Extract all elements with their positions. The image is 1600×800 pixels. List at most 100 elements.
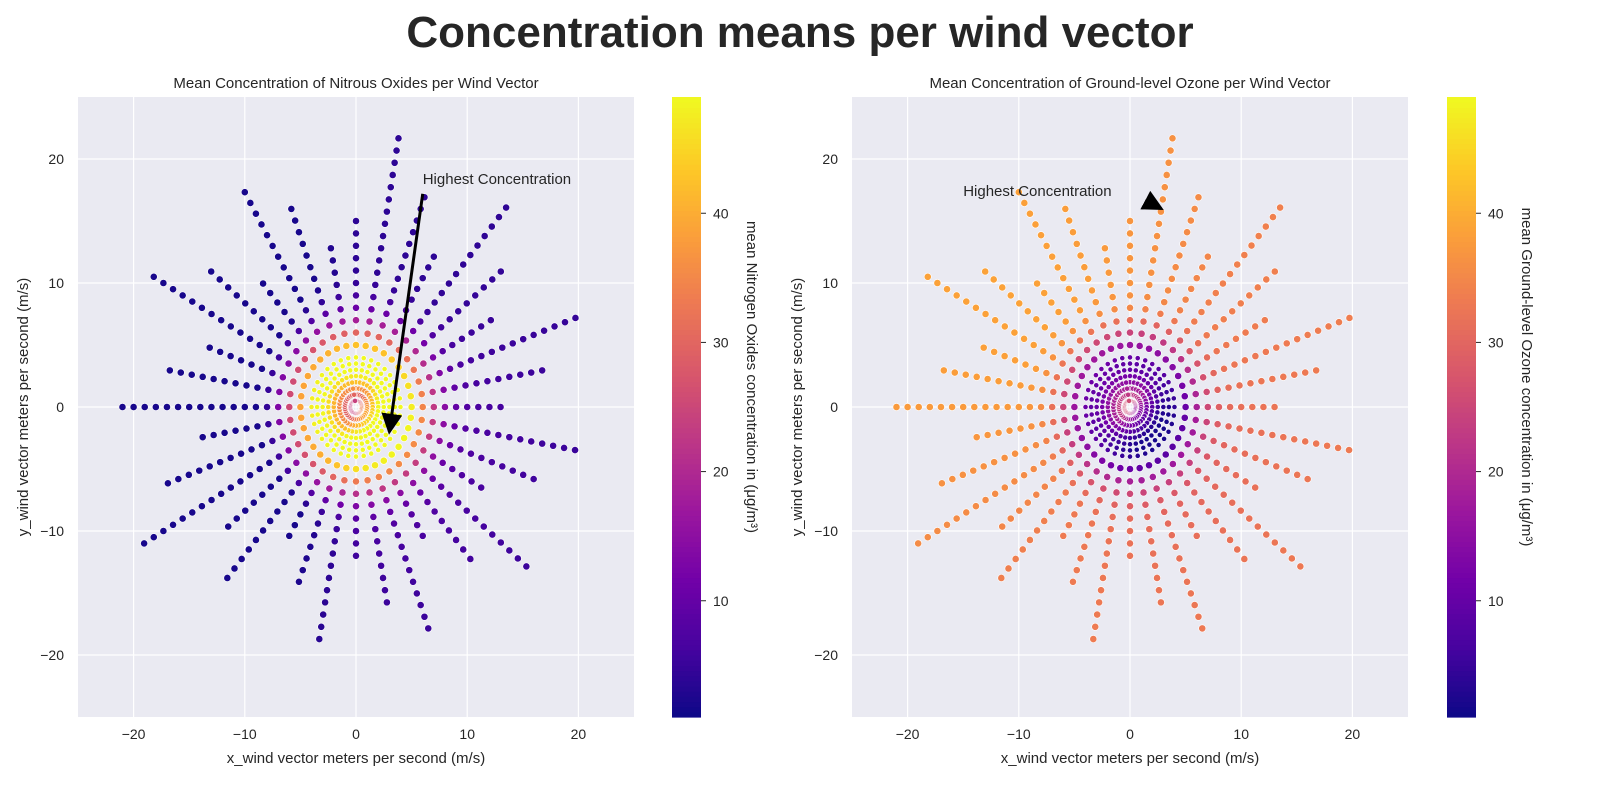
data-point xyxy=(1109,427,1116,434)
data-point xyxy=(294,479,303,487)
colorbar-segment xyxy=(1447,283,1476,289)
data-point xyxy=(1127,373,1133,379)
colorbar-segment xyxy=(1447,236,1476,243)
data-point xyxy=(311,421,318,427)
data-point xyxy=(1148,432,1155,439)
data-point xyxy=(1020,471,1028,480)
data-point xyxy=(321,416,328,423)
colorbar-segment xyxy=(672,128,701,134)
data-point xyxy=(321,309,330,318)
colorbar-segment xyxy=(1447,618,1476,625)
data-point xyxy=(1082,404,1089,410)
data-point xyxy=(473,241,482,250)
data-point xyxy=(1098,422,1105,429)
data-point xyxy=(989,275,998,284)
data-point xyxy=(1032,490,1041,499)
data-point xyxy=(1177,355,1186,364)
data-point xyxy=(264,385,273,394)
data-point xyxy=(1112,488,1121,497)
data-point xyxy=(1253,522,1262,531)
data-point xyxy=(1099,409,1106,416)
colorbar-segment xyxy=(672,381,701,387)
data-point xyxy=(268,369,277,377)
colorbar-segment xyxy=(672,164,701,170)
data-point xyxy=(393,274,402,283)
data-point xyxy=(488,275,497,284)
data-point xyxy=(340,476,349,485)
data-point xyxy=(328,370,334,377)
data-point xyxy=(1251,453,1260,462)
data-point xyxy=(1211,289,1220,297)
data-point xyxy=(336,371,343,378)
data-point xyxy=(232,514,241,523)
data-point xyxy=(331,375,338,382)
data-point xyxy=(320,397,327,404)
colorbar-segment xyxy=(1447,686,1476,692)
figure-title: Concentration means per wind vector xyxy=(406,8,1194,57)
data-point xyxy=(1180,413,1189,422)
data-point xyxy=(140,403,149,411)
data-point xyxy=(319,435,325,442)
data-point xyxy=(994,377,1003,386)
data-point xyxy=(1324,322,1333,331)
colorbar-tick-label: 40 xyxy=(1488,205,1504,221)
data-point xyxy=(571,446,579,454)
data-point xyxy=(240,403,249,411)
data-point xyxy=(1090,450,1099,459)
data-point xyxy=(280,308,289,316)
data-point xyxy=(263,403,271,411)
colorbar-segment xyxy=(1447,288,1476,294)
data-point xyxy=(381,442,388,448)
data-point xyxy=(413,284,422,293)
data-point xyxy=(1186,589,1195,598)
data-point xyxy=(1164,519,1172,528)
data-point xyxy=(1190,317,1199,326)
data-point xyxy=(477,453,486,462)
data-point xyxy=(1251,483,1260,492)
data-point xyxy=(1040,482,1049,491)
data-point xyxy=(352,465,360,473)
data-point xyxy=(352,217,360,225)
data-point xyxy=(406,413,415,422)
data-point xyxy=(320,410,327,417)
data-point xyxy=(1268,431,1277,439)
data-point xyxy=(1004,564,1013,573)
data-point xyxy=(1179,566,1188,575)
data-point xyxy=(403,450,412,459)
data-point xyxy=(370,427,377,434)
data-point xyxy=(1183,577,1191,586)
data-point xyxy=(1104,537,1113,546)
colorbar-segment xyxy=(1447,272,1476,279)
colorbar-segment xyxy=(1447,634,1476,641)
data-point xyxy=(1148,424,1155,430)
data-point xyxy=(323,376,330,383)
data-point xyxy=(198,303,206,312)
data-point xyxy=(346,361,353,368)
data-point xyxy=(477,483,486,492)
data-point xyxy=(1080,542,1089,551)
data-point xyxy=(1049,452,1057,461)
colorbar-segment xyxy=(672,541,701,548)
data-point xyxy=(419,359,428,368)
data-point xyxy=(1113,363,1120,370)
data-point xyxy=(450,422,459,431)
data-point xyxy=(1159,338,1168,347)
colorbar-segment xyxy=(672,122,701,129)
colorbar-segment xyxy=(672,665,701,672)
data-point xyxy=(379,393,386,400)
data-point xyxy=(420,339,429,348)
colorbar-segment xyxy=(1447,355,1476,362)
data-point xyxy=(1262,530,1271,539)
data-point xyxy=(265,458,274,467)
data-point xyxy=(467,328,476,337)
data-point xyxy=(1144,380,1151,387)
data-point xyxy=(1116,342,1125,350)
data-point xyxy=(1123,379,1130,386)
data-point xyxy=(1064,521,1073,530)
data-point xyxy=(390,286,398,295)
data-point xyxy=(367,305,376,314)
data-point xyxy=(387,450,396,459)
data-point xyxy=(396,395,403,402)
data-point xyxy=(216,347,225,356)
data-point xyxy=(294,440,303,449)
